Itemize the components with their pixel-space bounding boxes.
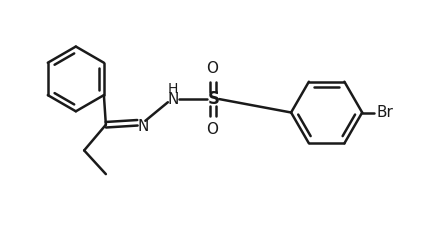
Text: H: H xyxy=(168,82,178,96)
Text: O: O xyxy=(206,61,219,76)
Text: N: N xyxy=(167,92,179,107)
Text: S: S xyxy=(207,90,219,108)
Text: O: O xyxy=(206,122,219,137)
Text: Br: Br xyxy=(377,105,393,120)
Text: N: N xyxy=(138,119,149,134)
